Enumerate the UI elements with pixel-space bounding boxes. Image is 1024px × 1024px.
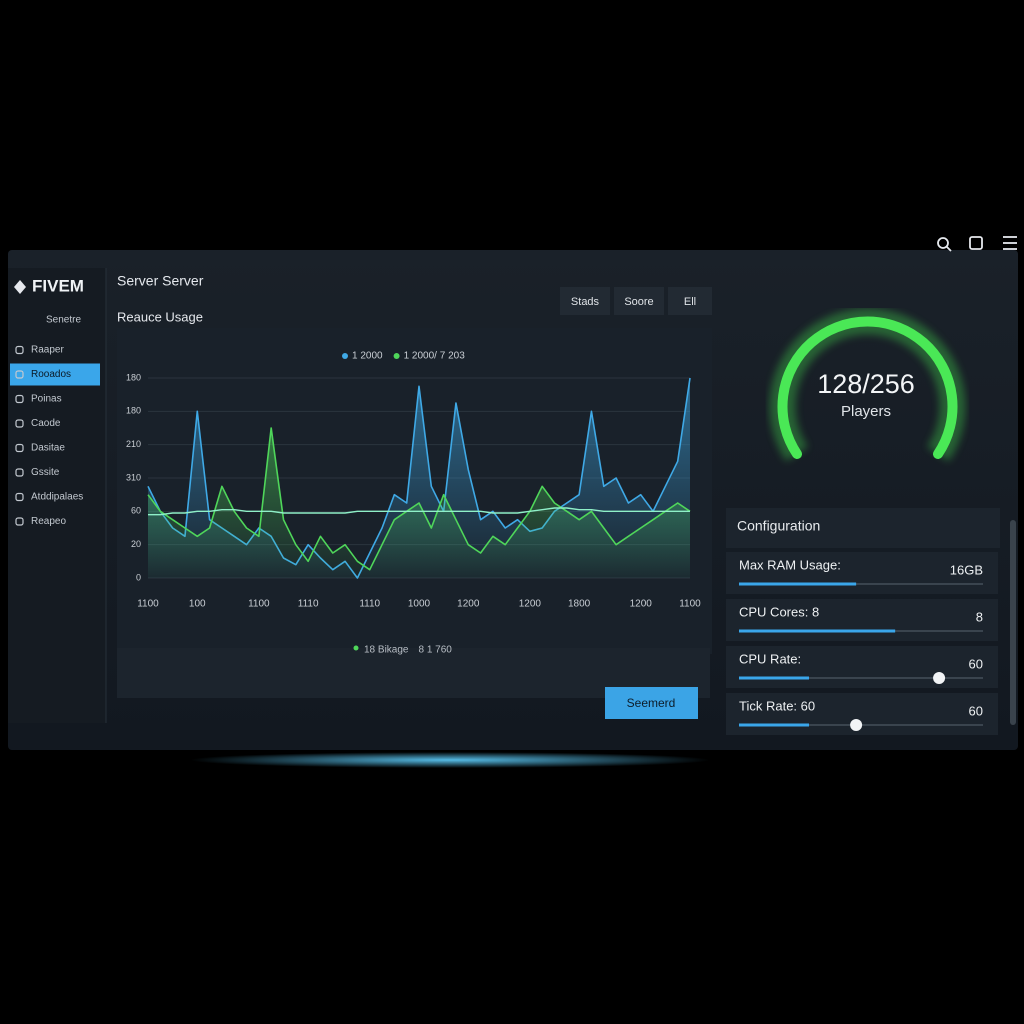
nav-item[interactable]: Rooados: [31, 369, 71, 380]
config-value: 16GB: [950, 562, 983, 577]
caption: 8 1 760: [418, 645, 452, 656]
nav-item[interactable]: Atddipalaes: [31, 492, 83, 503]
brand-logo: [14, 280, 26, 294]
x-tick-label: 1200: [457, 599, 480, 610]
chart-title: Reauce Usage: [117, 309, 203, 324]
y-tick-label: 310: [126, 472, 141, 482]
tab[interactable]: [614, 287, 664, 315]
nav-item[interactable]: Dasitae: [31, 443, 65, 454]
scrollbar[interactable]: [1010, 520, 1016, 725]
nav-item[interactable]: Caode: [31, 418, 61, 429]
legend-swatch: [342, 353, 348, 359]
config-value: 60: [969, 703, 983, 718]
legend-label: 1 2000: [352, 351, 383, 362]
tab-label[interactable]: Ell: [684, 296, 696, 308]
nav-icon: [15, 419, 24, 428]
line: [147, 427, 691, 571]
toolbar-icons[interactable]: [937, 236, 1017, 252]
y-tick-label: 180: [126, 406, 141, 416]
x-tick-label: 1100: [679, 599, 701, 610]
y-tick-label: 0: [136, 572, 141, 582]
glow: [190, 752, 710, 768]
config-header: [726, 508, 1000, 548]
config-label: Tick Rate: 60: [739, 698, 815, 713]
legend-swatch: [393, 353, 400, 359]
caption: 18 Bikage: [364, 645, 409, 656]
sidebar: [8, 268, 106, 723]
tab-label[interactable]: Soore: [624, 296, 653, 308]
x-tick-label: 1100: [137, 599, 159, 610]
config-title: Configuration: [737, 518, 820, 534]
x-tick-label: 1200: [630, 599, 653, 610]
tab-label[interactable]: Stads: [571, 296, 600, 308]
nav-item[interactable]: Raaper: [31, 345, 64, 356]
tab[interactable]: [668, 287, 712, 315]
brand: FIVEM: [32, 276, 84, 295]
config-row: [726, 552, 998, 594]
nav-icon: [15, 492, 24, 502]
config-label: CPU Cores: 8: [739, 604, 819, 619]
config-row: [726, 693, 998, 735]
nav-item[interactable]: Gssite: [31, 467, 60, 478]
x-tick-label: 1000: [408, 599, 431, 610]
y-tick-label: 180: [126, 372, 141, 382]
y-tick-label: 210: [126, 439, 141, 449]
gauge-arc: [777, 316, 958, 459]
config-value: 8: [976, 609, 983, 624]
x-tick-label: 1110: [359, 599, 380, 610]
submit-button[interactable]: [605, 687, 698, 719]
config-row: [726, 646, 998, 688]
caption-dot: [353, 645, 359, 651]
nav-item[interactable]: Reapeo: [31, 516, 66, 527]
slider-knob[interactable]: [850, 719, 863, 731]
header-title: Server Server: [117, 273, 204, 289]
x-tick-label: 1200: [519, 599, 542, 610]
tab[interactable]: [560, 287, 610, 315]
nav-item[interactable]: Poinas: [31, 394, 62, 405]
x-tick-label: 1800: [568, 599, 591, 610]
sidebar-subtitle: Senetre: [46, 315, 81, 326]
x-tick-label: 100: [189, 599, 206, 610]
nav-icon: [15, 443, 24, 453]
x-tick-label: 1100: [248, 599, 270, 610]
submit-label[interactable]: Seemerd: [627, 696, 676, 710]
y-tick-label: 60: [131, 506, 141, 516]
nav-icon: [15, 370, 24, 379]
gauge-value: 128/256: [817, 369, 915, 399]
y-tick-label: 20: [131, 539, 141, 549]
gauge-caption: Players: [841, 403, 891, 420]
nav-icon: [15, 345, 24, 355]
x-tick-label: 1110: [298, 599, 319, 610]
slider-knob[interactable]: [933, 672, 946, 684]
nav-icon: [15, 517, 24, 526]
config-label: CPU Rate:: [739, 651, 801, 666]
nav-icon: [15, 394, 24, 404]
line: [148, 507, 690, 516]
nav-active[interactable]: [10, 363, 100, 386]
config-value: 60: [969, 656, 983, 671]
legend-label: 1 2000/ 7 203: [404, 351, 466, 362]
config-row: [726, 599, 998, 641]
nav-icon: [15, 468, 24, 477]
config-label: Max RAM Usage:: [739, 557, 841, 572]
